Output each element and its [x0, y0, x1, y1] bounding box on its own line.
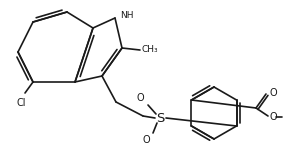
Text: O: O	[142, 135, 150, 145]
Text: O: O	[270, 112, 278, 122]
Text: O: O	[136, 93, 144, 103]
Text: CH₃: CH₃	[141, 45, 158, 54]
Text: Cl: Cl	[16, 98, 26, 108]
Text: S: S	[156, 112, 164, 124]
Text: O: O	[269, 88, 277, 98]
Text: NH: NH	[120, 10, 134, 20]
